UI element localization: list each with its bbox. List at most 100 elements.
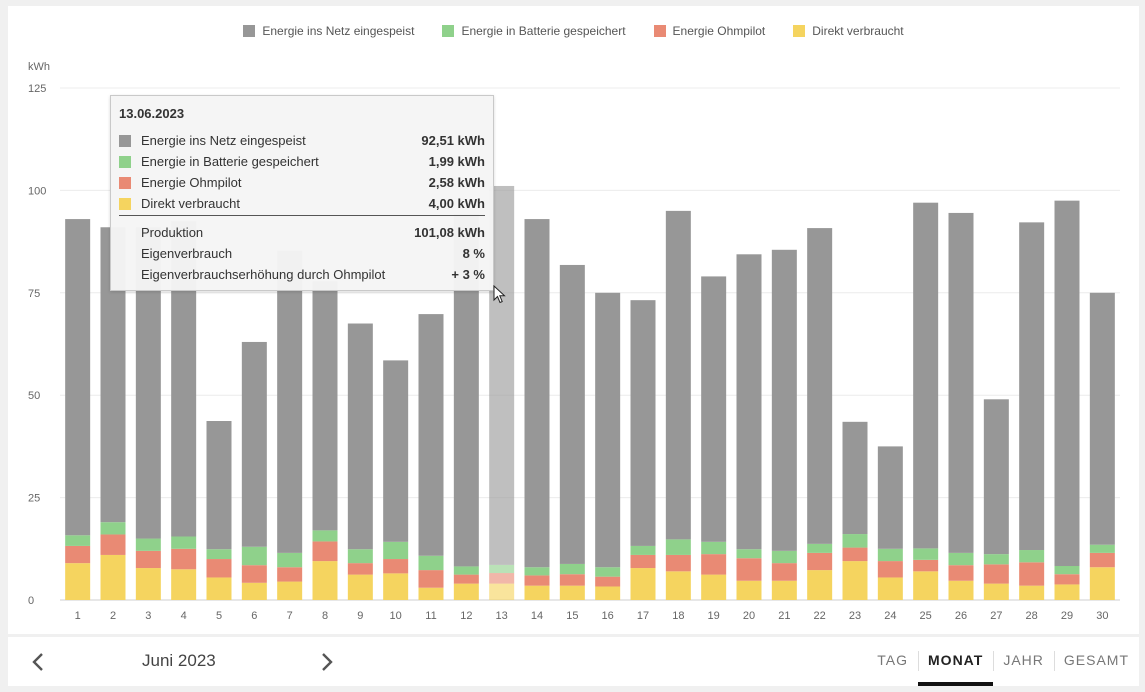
x-tick-label: 9: [357, 610, 363, 622]
bar-segment: [347, 563, 373, 575]
bar-segment: [453, 566, 479, 575]
tooltip-row: Energie ins Netz eingespeist 92,51 kWh: [119, 130, 485, 151]
bar-segment: [807, 570, 833, 600]
legend-label: Energie in Batterie gespeichert: [461, 24, 626, 38]
tooltip-label: Energie Ohmpilot: [141, 175, 242, 190]
current-period-label: Juni 2023: [142, 651, 216, 670]
x-tick-label: 18: [672, 610, 684, 622]
bar-segment: [1054, 584, 1080, 600]
bar-segment: [65, 219, 91, 536]
bar-segment: [453, 583, 479, 600]
tooltip-row: Direkt verbraucht 4,00 kWh: [119, 193, 485, 214]
bar-segment: [630, 545, 656, 555]
chevron-left-icon: [32, 653, 43, 671]
bar-segment: [241, 341, 267, 547]
bar-segment: [913, 559, 939, 572]
bar-segment: [241, 565, 267, 583]
x-tick-label: 17: [637, 610, 649, 622]
tooltip-label: Energie in Batterie gespeichert: [141, 154, 319, 169]
bar-segment: [948, 580, 974, 600]
x-tick-label: 7: [287, 610, 293, 622]
x-tick-label: 23: [849, 610, 861, 622]
x-tick-label: 12: [460, 610, 472, 622]
bar-segment: [807, 228, 833, 544]
bar-segment: [277, 567, 303, 582]
bar-segment: [418, 555, 444, 571]
bar-segment: [100, 554, 126, 600]
bar-segment: [559, 585, 585, 600]
bar-segment: [524, 567, 550, 576]
legend-item-direct[interactable]: Direkt verbraucht: [793, 24, 904, 38]
tooltip-label: Eigenverbrauchserhöhung durch Ohmpilot: [141, 267, 386, 282]
bar-segment: [913, 571, 939, 600]
bar-segment: [701, 541, 727, 555]
x-tick-label: 16: [602, 610, 614, 622]
bar-segment: [277, 552, 303, 568]
tooltip-row: Energie Ohmpilot 2,58 kWh: [119, 172, 485, 193]
bar-segment: [489, 583, 515, 600]
bar-segment: [807, 543, 833, 553]
bar-segment: [171, 536, 197, 549]
bar-segment: [418, 314, 444, 556]
legend-swatch: [243, 25, 256, 37]
next-period-button[interactable]: [311, 647, 341, 677]
bar-segment: [383, 559, 409, 574]
bar-segment: [383, 360, 409, 542]
x-tick-label: 25: [920, 610, 932, 622]
x-tick-label: 27: [990, 610, 1002, 622]
x-tick-label: 24: [884, 610, 896, 622]
chart-legend: Energie ins Netz eingespeist Energie in …: [8, 24, 1139, 38]
bar-segment: [1089, 544, 1115, 553]
legend-item-ohmpilot[interactable]: Energie Ohmpilot: [653, 24, 765, 38]
legend-item-battery[interactable]: Energie in Batterie gespeichert: [442, 24, 626, 38]
tab-jahr[interactable]: JAHR: [993, 637, 1054, 686]
x-tick-label: 11: [425, 610, 436, 622]
tooltip-value: 101,08 kWh: [414, 225, 485, 240]
bar-segment: [1019, 550, 1045, 563]
bar-segment: [277, 250, 303, 553]
bar-segment: [418, 570, 444, 588]
bar-segment: [347, 323, 373, 550]
tab-monat[interactable]: MONAT: [918, 637, 994, 686]
bar-segment: [595, 292, 621, 568]
legend-swatch: [442, 25, 455, 37]
x-tick-label: 3: [145, 610, 151, 622]
bar-segment: [100, 522, 126, 535]
legend-item-grid[interactable]: Energie ins Netz eingespeist: [243, 24, 414, 38]
tooltip-summary-row: Eigenverbrauchserhöhung durch Ohmpilot +…: [119, 264, 485, 285]
bar-segment: [630, 568, 656, 600]
tooltip-value: 2,58 kWh: [428, 175, 485, 190]
tooltip-divider: [119, 215, 485, 216]
bar-segment: [1089, 567, 1115, 600]
bar-segment: [913, 202, 939, 549]
bar-segment: [630, 554, 656, 569]
bar-segment: [701, 276, 727, 542]
x-tick-label: 1: [75, 610, 81, 622]
tab-tag[interactable]: TAG: [877, 652, 909, 668]
bar-segment: [1054, 566, 1080, 575]
bar-segment: [206, 549, 232, 560]
x-tick-label: 26: [955, 610, 967, 622]
tooltip-date: 13.06.2023: [119, 106, 185, 121]
previous-period-button[interactable]: [24, 647, 54, 677]
tooltip-label: Eigenverbrauch: [141, 246, 233, 261]
bar-segment: [347, 574, 373, 600]
bar-segment: [383, 541, 409, 560]
x-tick-label: 8: [322, 610, 328, 622]
bar-segment: [983, 554, 1009, 565]
tooltip-summary-row: Produktion 101,08 kWh: [119, 222, 485, 243]
x-tick-label: 6: [251, 610, 257, 622]
legend-label: Direkt verbraucht: [812, 24, 904, 38]
bar-segment: [736, 558, 762, 581]
chart-tooltip: 13.06.2023 Energie ins Netz eingespeist …: [110, 95, 494, 291]
x-tick-label: 21: [778, 610, 790, 622]
bar-segment: [701, 554, 727, 575]
x-tick-label: 20: [743, 610, 755, 622]
legend-swatch: [793, 25, 806, 37]
bar-segment: [383, 573, 409, 600]
bar-segment: [1054, 574, 1080, 585]
tooltip-value: 1,99 kWh: [428, 154, 485, 169]
bar-segment: [524, 219, 550, 568]
tab-gesamt[interactable]: GESAMT: [1053, 637, 1139, 686]
y-tick-label: 0: [28, 595, 34, 607]
